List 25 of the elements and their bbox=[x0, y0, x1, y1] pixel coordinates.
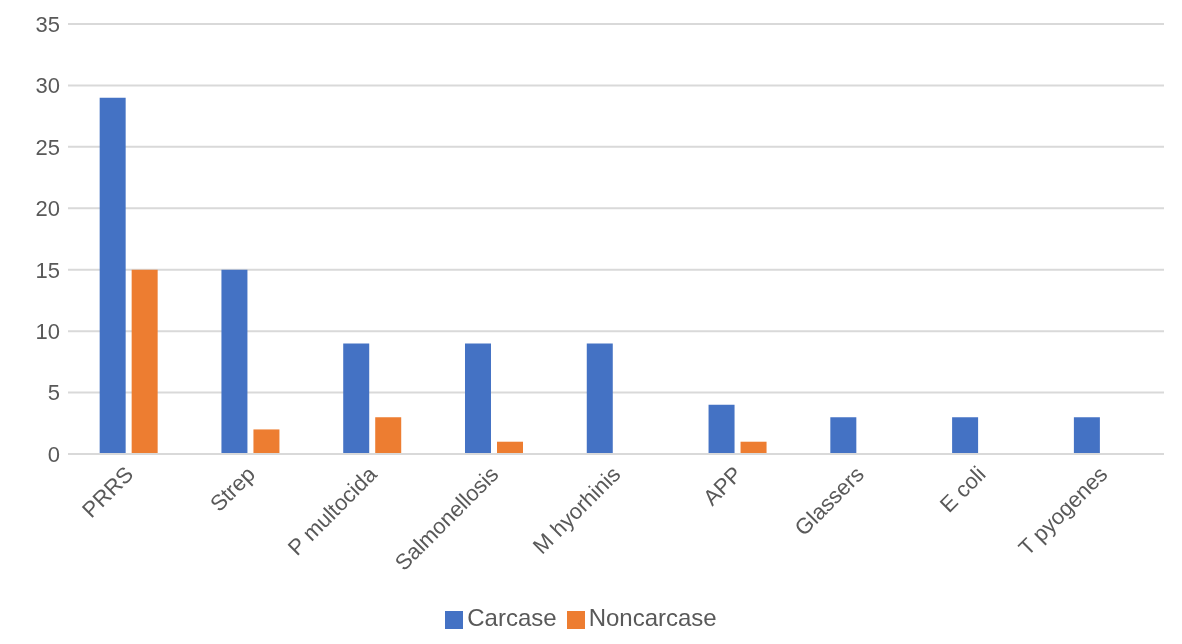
bar bbox=[497, 441, 523, 454]
bar bbox=[465, 343, 491, 454]
legend-label: Noncarcase bbox=[588, 604, 717, 631]
y-tick-label: 20 bbox=[35, 196, 60, 222]
legend-label: Carcase bbox=[467, 604, 557, 631]
bar bbox=[221, 269, 248, 454]
bar bbox=[131, 269, 158, 454]
y-tick-label: 10 bbox=[35, 318, 60, 344]
bar bbox=[708, 404, 735, 454]
x-tick-label: E coli bbox=[934, 461, 991, 518]
y-tick-label: 25 bbox=[35, 134, 60, 160]
bar bbox=[343, 343, 370, 454]
y-tick-label: 15 bbox=[35, 257, 60, 283]
bar bbox=[740, 441, 767, 454]
y-tick-label: 35 bbox=[35, 11, 60, 37]
y-tick-label: 30 bbox=[35, 73, 60, 99]
y-tick-label: 5 bbox=[47, 380, 60, 406]
y-tick-label: 0 bbox=[47, 441, 60, 467]
bar bbox=[375, 417, 402, 454]
bar bbox=[253, 429, 280, 454]
bar bbox=[1073, 417, 1100, 454]
bar bbox=[586, 343, 613, 454]
bar bbox=[830, 417, 857, 454]
bar bbox=[952, 417, 979, 454]
bar bbox=[99, 97, 126, 454]
